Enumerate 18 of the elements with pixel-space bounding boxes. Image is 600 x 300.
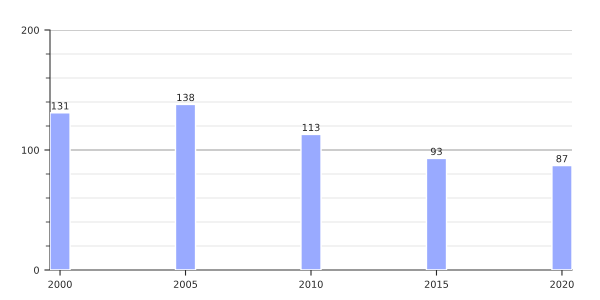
bar xyxy=(551,164,572,270)
x-tick-label: 2000 xyxy=(48,280,72,288)
y-tick-label: 0 xyxy=(34,266,39,274)
bar xyxy=(50,112,71,270)
x-tick-label: 2010 xyxy=(299,280,323,288)
x-tick-label: 2015 xyxy=(424,280,448,288)
bar xyxy=(426,158,448,270)
data-label: 113 xyxy=(302,124,320,132)
x-tick-label: 2005 xyxy=(174,280,198,288)
data-label: 87 xyxy=(556,154,568,162)
data-label: 138 xyxy=(177,94,194,102)
data-label: 131 xyxy=(52,102,68,110)
y-tick-label: 100 xyxy=(22,146,39,154)
bar xyxy=(174,104,196,270)
x-tick-label: 2020 xyxy=(550,280,574,288)
bar xyxy=(300,134,322,270)
data-label: 93 xyxy=(430,148,442,156)
y-tick-label: 200 xyxy=(22,26,39,34)
